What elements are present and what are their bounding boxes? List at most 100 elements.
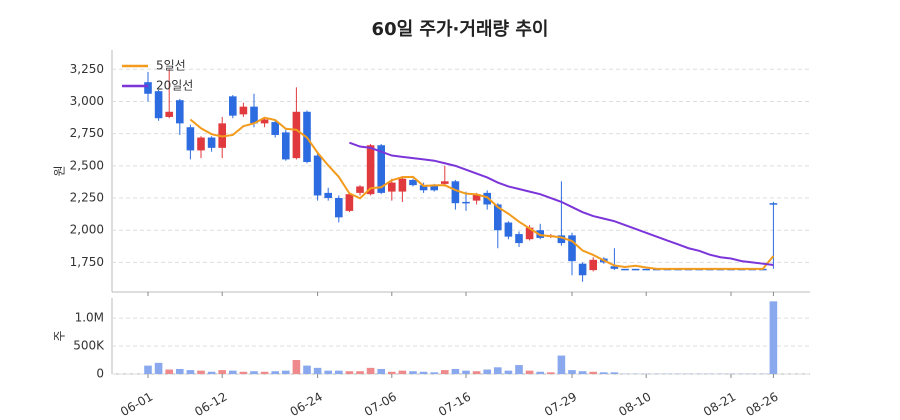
candle-body bbox=[409, 180, 417, 186]
volume-bar bbox=[165, 369, 173, 374]
legend-label: 5일선 bbox=[156, 59, 186, 73]
y-axis-label: 주 bbox=[53, 330, 67, 341]
ma-line bbox=[349, 141, 774, 266]
candle-body bbox=[377, 145, 385, 193]
volume-bar bbox=[504, 370, 513, 374]
candle-body bbox=[462, 201, 470, 204]
y-tick-label: 2,500 bbox=[70, 158, 104, 172]
candle-body bbox=[610, 266, 619, 269]
x-tick-label: 08-26 bbox=[743, 390, 780, 420]
candle-body bbox=[621, 268, 629, 271]
volume-bar bbox=[250, 371, 258, 374]
candle-body bbox=[154, 91, 163, 119]
x-tick-label: 06-12 bbox=[192, 390, 229, 420]
volume-bar bbox=[398, 370, 407, 374]
y-tick-label: 0 bbox=[96, 367, 104, 381]
y-tick-label: 1,750 bbox=[70, 255, 104, 269]
candle-body bbox=[176, 100, 184, 124]
volume-bar bbox=[769, 301, 778, 374]
y-tick-label: 2,250 bbox=[70, 191, 104, 205]
y-tick-label: 500K bbox=[73, 339, 105, 353]
volume-bar bbox=[197, 370, 205, 374]
volume-bar bbox=[441, 370, 449, 374]
candle-body bbox=[419, 185, 428, 191]
volume-bar bbox=[345, 371, 354, 374]
candle-body bbox=[589, 259, 597, 271]
candle-body bbox=[504, 222, 513, 237]
volume-bar bbox=[515, 365, 523, 374]
candle-body bbox=[144, 82, 152, 94]
volume-bar bbox=[419, 371, 428, 374]
candle-body bbox=[578, 263, 587, 276]
candle-body bbox=[260, 119, 269, 124]
volume-bar bbox=[292, 360, 301, 374]
candle-body bbox=[430, 185, 438, 191]
volume-bar bbox=[366, 367, 375, 374]
volume-bar bbox=[377, 368, 385, 374]
candle-body bbox=[335, 198, 343, 218]
volume-bar bbox=[356, 371, 364, 374]
volume-bar bbox=[451, 368, 460, 374]
chart-title: 60일 주가·거래량 추이 bbox=[372, 19, 549, 40]
candle-body bbox=[472, 194, 481, 201]
candle-body bbox=[642, 268, 650, 271]
volume-bar bbox=[324, 370, 332, 374]
volume-bar bbox=[239, 371, 248, 374]
volume-bar bbox=[536, 371, 544, 374]
candle-body bbox=[398, 178, 407, 192]
candle-body bbox=[271, 122, 279, 135]
candle-body bbox=[313, 155, 322, 196]
candle-body bbox=[207, 137, 216, 148]
candle-body bbox=[769, 203, 778, 205]
candle-body bbox=[366, 145, 375, 195]
volume-bar bbox=[282, 370, 290, 374]
candle-body bbox=[345, 194, 354, 211]
candle-body bbox=[483, 192, 491, 205]
x-tick-label: 08-10 bbox=[616, 390, 653, 420]
candle-body bbox=[282, 132, 290, 160]
volume-bar bbox=[271, 371, 279, 374]
volume-bar bbox=[218, 370, 226, 374]
legend-label: 20일선 bbox=[156, 79, 193, 93]
candle-body bbox=[197, 137, 205, 151]
candle-body bbox=[388, 182, 396, 192]
volume-bar bbox=[589, 371, 597, 374]
candle-body bbox=[568, 235, 576, 262]
candle-body bbox=[229, 96, 237, 116]
candle-body bbox=[165, 111, 173, 117]
candle-body bbox=[515, 234, 523, 244]
volume-bar bbox=[335, 370, 343, 374]
y-tick-label: 2,000 bbox=[70, 223, 104, 237]
candle-body bbox=[557, 235, 566, 244]
y-axis-label: 원 bbox=[53, 165, 67, 176]
volume-bar bbox=[303, 365, 311, 374]
candle-body bbox=[324, 192, 332, 199]
volume-bar bbox=[430, 372, 438, 374]
volume-bar bbox=[176, 368, 184, 374]
volume-bar bbox=[578, 371, 587, 374]
candle-body bbox=[441, 181, 449, 184]
volume-bar bbox=[600, 372, 608, 374]
volume-bar bbox=[144, 365, 152, 374]
candle-body bbox=[239, 106, 248, 115]
volume-bar bbox=[494, 367, 502, 374]
y-tick-label: 2,750 bbox=[70, 126, 104, 140]
volume-bar bbox=[229, 370, 237, 374]
volume-bar bbox=[409, 371, 417, 374]
candle-body bbox=[250, 106, 258, 124]
y-tick-label: 1.0M bbox=[75, 311, 104, 325]
volume-bar bbox=[568, 370, 576, 374]
candle-body bbox=[631, 268, 640, 271]
volume-bar bbox=[610, 372, 619, 374]
volume-bar bbox=[462, 370, 470, 374]
volume-bar bbox=[260, 371, 269, 374]
volume-bar bbox=[472, 371, 481, 374]
candle-body bbox=[494, 204, 502, 231]
volume-bar bbox=[525, 370, 534, 374]
x-tick-label: 06-01 bbox=[118, 390, 155, 420]
candle-body bbox=[356, 186, 364, 193]
y-tick-label: 3,250 bbox=[70, 62, 104, 76]
ma-line bbox=[189, 116, 775, 270]
volume-bar bbox=[547, 372, 555, 374]
